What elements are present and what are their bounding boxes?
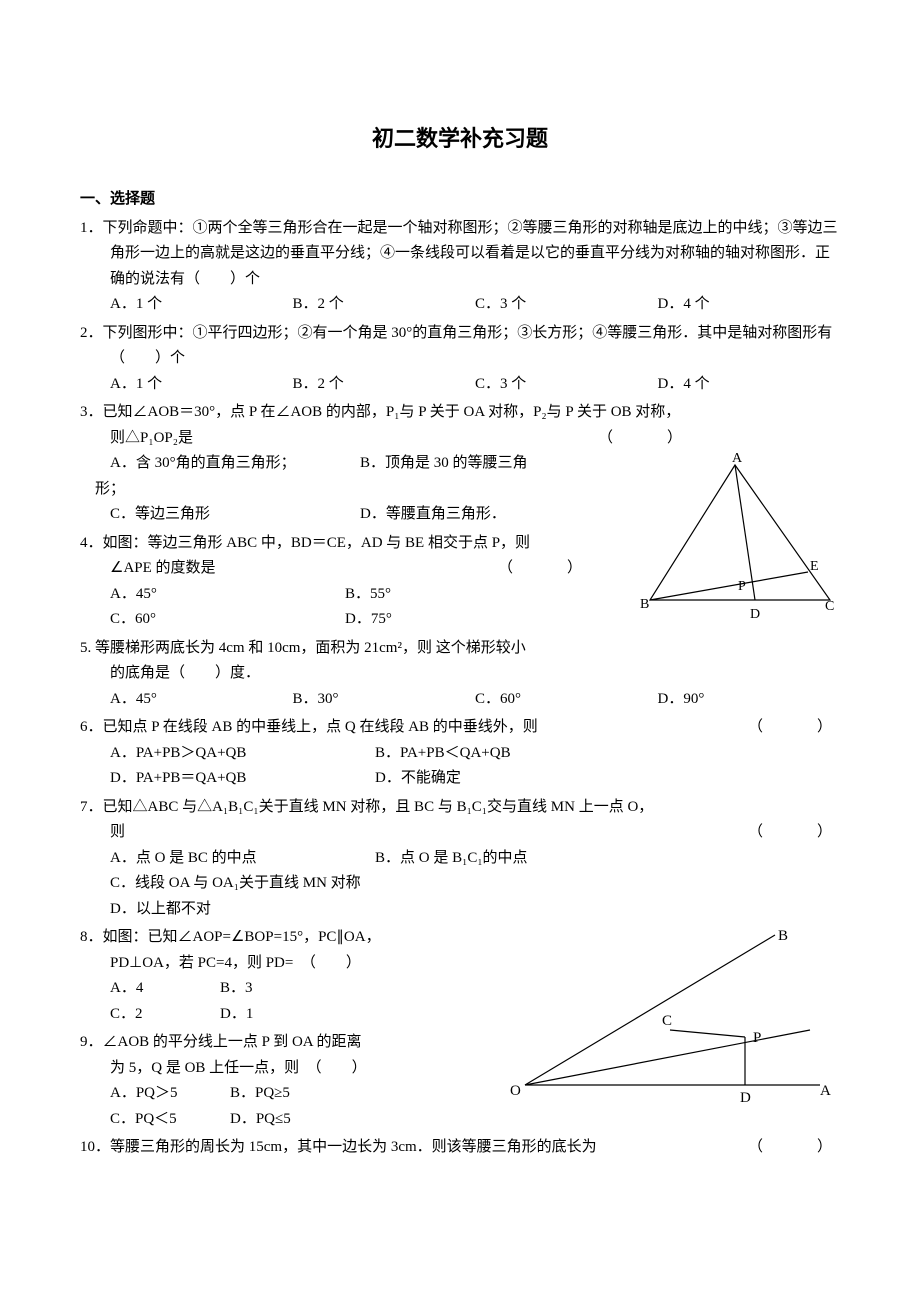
q1-option-a: A．1 个: [110, 292, 293, 318]
q2-number: 2．: [80, 325, 103, 341]
q1-option-c: C．3 个: [475, 292, 658, 318]
q3-option-d: D．等腰直角三角形．: [360, 502, 610, 528]
q7-option-b: B．点 O 是 B₁C₁的中点: [375, 846, 640, 872]
q7-option-d: D．以上都不对: [80, 897, 840, 923]
q7-paren: （ ）: [748, 820, 840, 846]
question-7: 7．已知△ABC 与△A₁B₁C₁关于直线 MN 对称，且 BC 与 B₁C₁交…: [80, 795, 840, 923]
q7-line2: 则: [110, 824, 125, 840]
question-6: 6．已知点 P 在线段 AB 的中垂线上，点 Q 在线段 AB 的中垂线外，则 …: [80, 715, 840, 792]
q2-option-a: A．1 个: [110, 372, 293, 398]
q5-option-b: B．30°: [293, 687, 476, 713]
q9-line2: 为 5，Q 是 OB 上任一点，则 （ ）: [80, 1056, 840, 1082]
q8-line1: 如图：已知∠AOP=∠BOP=15°，PC∥OA，: [103, 929, 381, 945]
question-5: 5. 等腰梯形两底长为 4cm 和 10cm，面积为 21cm²，则 这个梯形较…: [80, 636, 840, 713]
q3-option-c: C．等边三角形: [110, 502, 360, 528]
q2-option-b: B．2 个: [293, 372, 476, 398]
q3-option-a: A．含 30°角的直角三角形；: [110, 451, 360, 477]
q6-paren: （ ）: [748, 715, 840, 741]
q3-line1: 已知∠AOB＝30°，点 P 在∠AOB 的内部，P₁与 P 关于 OA 对称，…: [103, 404, 681, 420]
q3-option-b-cont: 形；: [80, 477, 840, 503]
q9-option-c: C．PQ＜5: [110, 1107, 230, 1133]
q8-line2: PD⊥OA，若 PC=4，则 PD= （ ）: [80, 951, 840, 977]
q3-line2: 则△P₁OP₂是: [110, 430, 193, 446]
q1-number: 1．: [80, 220, 103, 236]
q6-text: 已知点 P 在线段 AB 的中垂线上，点 Q 在线段 AB 的中垂线外，则: [103, 719, 538, 735]
q10-number: 10．: [80, 1139, 110, 1155]
q8-option-b: B．3: [220, 976, 330, 1002]
q1-text: 下列命题中：①两个全等三角形合在一起是一个轴对称图形；②等腰三角形的对称轴是底边…: [103, 220, 838, 287]
q4-number: 4．: [80, 535, 103, 551]
q1-option-b: B．2 个: [293, 292, 476, 318]
q6-option-d: D．不能确定: [375, 766, 640, 792]
q1-option-d: D．4 个: [658, 292, 841, 318]
q3-option-b: B．顶角是 30 的等腰三角: [360, 451, 610, 477]
q10-text: 等腰三角形的周长为 15cm，其中一边长为 3cm．则该等腰三角形的底长为: [110, 1139, 597, 1155]
section-header: 一、选择题: [80, 187, 840, 213]
question-10: 10．等腰三角形的周长为 15cm，其中一边长为 3cm．则该等腰三角形的底长为…: [80, 1135, 840, 1161]
q4-paren: （ ）: [498, 556, 590, 582]
q2-option-d: D．4 个: [658, 372, 841, 398]
q3-number: 3．: [80, 404, 103, 420]
q8-option-a: A．4: [110, 976, 220, 1002]
q6-option-c: D．PA+PB＝QA+QB: [110, 766, 375, 792]
q3-paren: （ ）: [598, 426, 690, 452]
q9-line1: ∠AOB 的平分线上一点 P 到 OA 的距离: [103, 1034, 362, 1050]
question-8: 8．如图：已知∠AOP=∠BOP=15°，PC∥OA， PD⊥OA，若 PC=4…: [80, 925, 840, 1027]
q4-option-c: C．60°: [110, 607, 345, 633]
q7-option-c: C．线段 OA 与 OA₁关于直线 MN 对称: [80, 871, 840, 897]
q8-option-c: C．2: [110, 1002, 220, 1028]
q9-option-d: D．PQ≤5: [230, 1107, 350, 1133]
q4-option-d: D．75°: [345, 607, 580, 633]
q5-option-c: C．60°: [475, 687, 658, 713]
q9-number: 9．: [80, 1034, 103, 1050]
q6-number: 6．: [80, 719, 103, 735]
q5-option-a: A．45°: [110, 687, 293, 713]
q9-option-b: B．PQ≥5: [230, 1081, 350, 1107]
q6-option-b: B．PA+PB＜QA+QB: [375, 741, 640, 767]
q4-line2: ∠APE 的度数是: [110, 560, 216, 576]
document-title: 初二数学补充习题: [80, 120, 840, 157]
question-3: 3．已知∠AOB＝30°，点 P 在∠AOB 的内部，P₁与 P 关于 OA 对…: [80, 400, 840, 528]
q9-option-a: A．PQ＞5: [110, 1081, 230, 1107]
q7-number: 7．: [80, 799, 103, 815]
q4-option-a: A．45°: [110, 582, 345, 608]
q2-option-c: C．3 个: [475, 372, 658, 398]
q10-paren: （ ）: [748, 1135, 840, 1161]
q7-option-a: A．点 O 是 BC 的中点: [110, 846, 375, 872]
q7-line1: 已知△ABC 与△A₁B₁C₁关于直线 MN 对称，且 BC 与 B₁C₁交与直…: [103, 799, 654, 815]
question-4: 4．如图：等边三角形 ABC 中，BD＝CE，AD 与 BE 相交于点 P，则 …: [80, 531, 840, 633]
question-1: 1．下列命题中：①两个全等三角形合在一起是一个轴对称图形；②等腰三角形的对称轴是…: [80, 216, 840, 318]
q2-text: 下列图形中：①平行四边形；②有一个角是 30°的直角三角形；③长方形；④等腰三角…: [103, 325, 833, 367]
q8-option-d: D．1: [220, 1002, 330, 1028]
question-2: 2．下列图形中：①平行四边形；②有一个角是 30°的直角三角形；③长方形；④等腰…: [80, 321, 840, 398]
q4-option-b: B．55°: [345, 582, 580, 608]
q5-line2: 的底角是（ ）度．: [80, 661, 840, 687]
q8-number: 8．: [80, 929, 103, 945]
q4-line1: 如图：等边三角形 ABC 中，BD＝CE，AD 与 BE 相交于点 P，则: [103, 535, 531, 551]
q5-line1: 等腰梯形两底长为 4cm 和 10cm，面积为 21cm²，则 这个梯形较小: [95, 640, 526, 656]
question-9: 9．∠AOB 的平分线上一点 P 到 OA 的距离 为 5，Q 是 OB 上任一…: [80, 1030, 840, 1132]
q5-option-d: D．90°: [658, 687, 841, 713]
q6-option-a: A．PA+PB＞QA+QB: [110, 741, 375, 767]
q5-number: 5.: [80, 640, 91, 656]
